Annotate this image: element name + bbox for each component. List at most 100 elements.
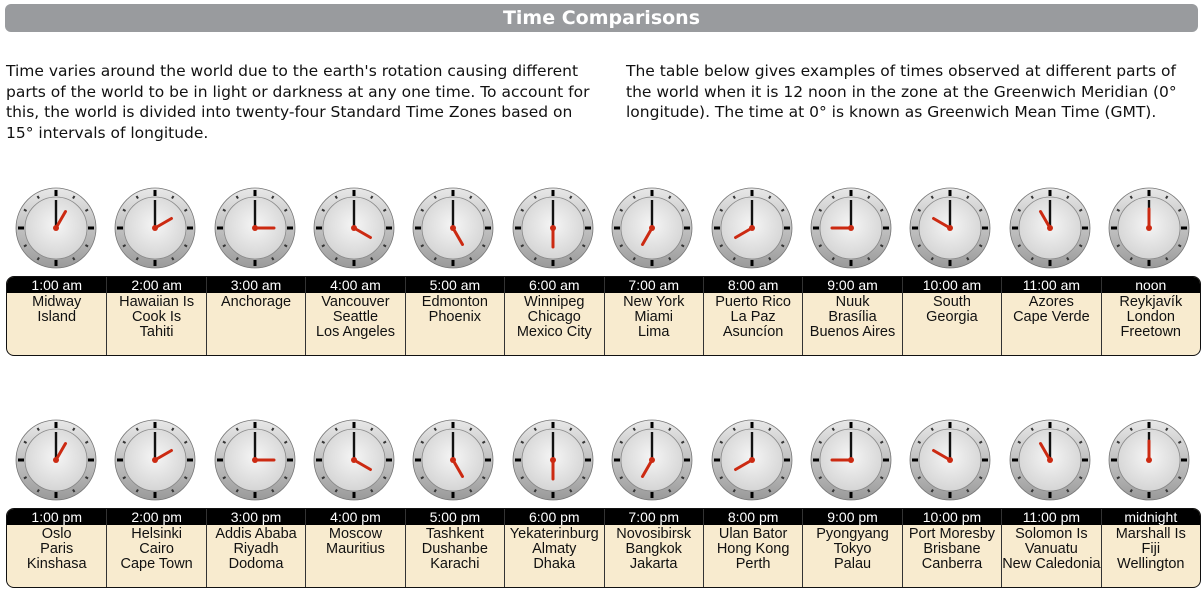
place-list: South Georgia <box>903 293 1001 325</box>
time-label: 10:00 pm <box>922 509 982 525</box>
place-name: Puerto Rico <box>715 294 791 310</box>
time-zone-cell: 3:00 pm Addis Ababa Riyadh Dodoma <box>205 509 305 587</box>
hour-hand <box>733 458 754 471</box>
clock-icon <box>313 419 395 501</box>
clock-strip <box>6 418 1199 508</box>
place-name: Lima <box>637 324 670 340</box>
time-label: 9:00 pm <box>827 509 878 525</box>
clock-icon <box>214 187 295 269</box>
place-name: Port Moresby <box>908 526 996 542</box>
time-zone-cell: midnight Marshall Is Fiji Wellington <box>1100 509 1200 587</box>
place-name: Tokyo <box>833 541 872 557</box>
time-zone-cell: 11:00 am Azores Cape Verde <box>1001 277 1100 355</box>
place-name: Dushanbe <box>421 541 488 557</box>
place-name: Seattle <box>332 309 379 325</box>
clock-icon <box>910 419 991 501</box>
place-name: Asuncíon <box>722 324 784 340</box>
place-name: Azores <box>1028 294 1074 310</box>
time-zone-cell: 2:00 pm Helsinki Cairo Cape Town <box>106 509 205 587</box>
time-label: 7:00 am <box>628 277 679 293</box>
time-label: 1:00 am <box>31 277 82 293</box>
hour-hand <box>1038 442 1052 462</box>
time-zone-cell: 6:00 am Winnipeg Chicago Mexico City <box>504 277 603 355</box>
place-list: Edmonton Phoenix <box>406 293 504 325</box>
place-name: Winnipeg <box>524 294 585 310</box>
time-label: 3:00 am <box>230 277 282 293</box>
place-name: Cook Is <box>132 309 182 325</box>
place-list: Puerto Rico La Paz Asuncíon <box>704 293 802 340</box>
time-zone-cell: 6:00 pm Yekaterinburg Almaty Dhaka <box>504 509 603 587</box>
clock-icon <box>15 187 97 269</box>
time-label: 8:00 pm <box>727 509 779 525</box>
time-label: 4:00 pm <box>330 509 381 525</box>
hour-hand <box>1038 210 1052 230</box>
place-name: South <box>933 294 971 310</box>
place-name: Tahiti <box>139 324 174 340</box>
place-name: Cairo <box>139 541 174 557</box>
place-name: Cape Town <box>120 556 193 572</box>
time-label: 8:00 am <box>727 277 779 293</box>
place-name: Tashkent <box>425 526 484 542</box>
time-label: 11:00 pm <box>1022 509 1081 525</box>
place-name: Anchorage <box>220 294 292 310</box>
place-list: Tashkent Dushanbe Karachi <box>406 525 504 572</box>
place-name: Freetown <box>1120 324 1181 340</box>
time-label: 1:00 pm <box>31 509 82 525</box>
time-label: 5:00 am <box>429 277 481 293</box>
place-name: Chicago <box>527 309 581 325</box>
place-name: Mauritius <box>326 541 385 557</box>
place-name: Perth <box>735 556 771 572</box>
place-list: Azores Cape Verde <box>1002 293 1100 325</box>
clock-icon <box>1009 187 1091 269</box>
time-label: 2:00 pm <box>131 509 182 525</box>
place-name: Wellington <box>1117 556 1185 572</box>
place-name: Vancouver <box>321 294 390 310</box>
place-name: Island <box>37 309 77 325</box>
hour-hand <box>352 226 372 239</box>
place-name: Canberra <box>921 556 983 572</box>
clock-icon <box>611 419 693 501</box>
place-name: London <box>1126 309 1175 325</box>
time-zone-cell: 5:00 pm Tashkent Dushanbe Karachi <box>404 509 504 587</box>
time-zone-cell: 1:00 pm Oslo Paris Kinshasa <box>7 509 106 587</box>
place-name: Los Angeles <box>315 324 395 340</box>
clock-icon <box>611 187 693 269</box>
time-row-pm: 1:00 pm Oslo Paris Kinshasa 2:00 pm Helsinki C… <box>6 418 1201 588</box>
place-name: Dhaka <box>533 556 576 572</box>
time-label: 3:00 pm <box>230 509 282 525</box>
place-list: Vancouver Seattle Los Angeles <box>306 293 404 340</box>
place-list: Oslo Paris Kinshasa <box>7 525 106 572</box>
time-zone-cell: 5:00 am Edmonton Phoenix <box>404 277 504 355</box>
place-list: Marshall Is Fiji Wellington <box>1102 525 1200 572</box>
place-list: Port Moresby Brisbane Canberra <box>903 525 1001 572</box>
place-list: Addis Ababa Riyadh Dodoma <box>207 525 305 572</box>
clock-icon <box>412 187 494 269</box>
place-list: Reykjavík London Freetown <box>1102 293 1200 340</box>
hour-hand <box>352 458 372 471</box>
time-zone-table: 1:00 am Midway Island 2:00 am Hawaiian Is Coo… <box>6 276 1201 356</box>
clock-icon <box>711 419 793 501</box>
time-label: 7:00 pm <box>628 509 679 525</box>
place-name: Riyadh <box>233 541 279 557</box>
place-name: Mexico City <box>516 324 592 340</box>
place-name: New Caledonia <box>1002 556 1101 572</box>
place-name: Karachi <box>430 556 480 572</box>
place-name: Bangkok <box>625 541 682 557</box>
hour-hand <box>54 442 67 462</box>
place-list: Hawaiian Is Cook Is Tahiti <box>107 293 205 340</box>
place-name: Miami <box>634 309 674 325</box>
time-label: 11:00 am <box>1022 277 1081 293</box>
time-label: midnight <box>1124 509 1178 525</box>
clock-icon <box>214 419 295 501</box>
time-zone-cell: 9:00 pm Pyongyang Tokyo Palau <box>802 509 901 587</box>
clock-icon <box>1108 187 1190 269</box>
hour-hand <box>54 210 67 230</box>
time-zone-cell: 1:00 am Midway Island <box>7 277 106 355</box>
place-name: Addis Ababa <box>215 526 297 542</box>
clock-icon <box>412 419 494 501</box>
place-name: Pyongyang <box>816 526 889 542</box>
hour-hand <box>153 217 174 230</box>
place-name: Nuuk <box>835 294 870 310</box>
place-list: Pyongyang Tokyo Palau <box>803 525 901 572</box>
place-list: Nuuk Brasília Buenos Aires <box>803 293 901 340</box>
